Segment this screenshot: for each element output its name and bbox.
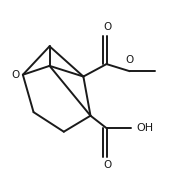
Text: O: O bbox=[12, 70, 20, 80]
Text: OH: OH bbox=[136, 123, 153, 133]
Text: O: O bbox=[126, 55, 134, 65]
Text: O: O bbox=[103, 160, 111, 170]
Text: O: O bbox=[103, 22, 111, 32]
